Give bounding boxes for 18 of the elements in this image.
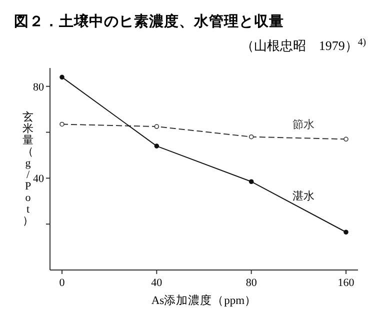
x-tick-label: 160 <box>338 277 355 289</box>
x-tick-label: 40 <box>151 277 163 289</box>
x-axis-title: As添加濃度（ppm） <box>151 293 257 307</box>
x-tick-label: 80 <box>246 277 258 289</box>
point <box>344 136 348 142</box>
series-label: 湛水 <box>292 189 314 202</box>
point <box>60 74 64 80</box>
point <box>154 124 160 129</box>
point <box>344 230 348 235</box>
chart-title: 図２．土壌中のヒ素濃度、水管理と収量 <box>14 12 284 30</box>
series-label: 節水 <box>292 118 314 132</box>
point <box>248 179 254 184</box>
point <box>248 134 254 140</box>
x-tick-label: 0 <box>59 277 66 289</box>
text: 玄米量（g/Pot） <box>22 112 34 227</box>
chart-subtitle: （山根忠昭 1979）$^{4)}$ <box>240 36 366 53</box>
point <box>60 122 64 127</box>
point <box>154 144 160 148</box>
